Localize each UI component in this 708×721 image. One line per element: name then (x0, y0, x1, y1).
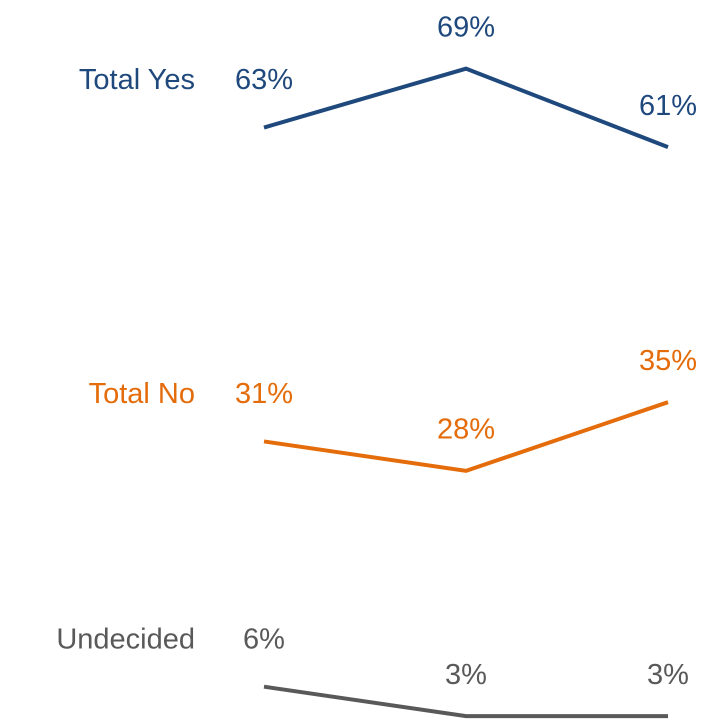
value-label: 31% (235, 378, 293, 410)
value-label: 3% (647, 659, 689, 691)
series-name: Total No (89, 378, 195, 410)
value-label: 35% (639, 345, 697, 377)
value-label: 6% (243, 623, 285, 655)
series-name: Undecided (56, 623, 195, 655)
value-label: 63% (235, 64, 293, 96)
value-label: 28% (437, 414, 495, 446)
series-name: Total Yes (79, 64, 195, 96)
series-line (263, 66, 669, 150)
value-label: 69% (437, 11, 495, 43)
series-line (263, 684, 668, 719)
series-line (263, 400, 669, 473)
value-label: 3% (445, 659, 487, 691)
value-label: 61% (639, 90, 697, 122)
